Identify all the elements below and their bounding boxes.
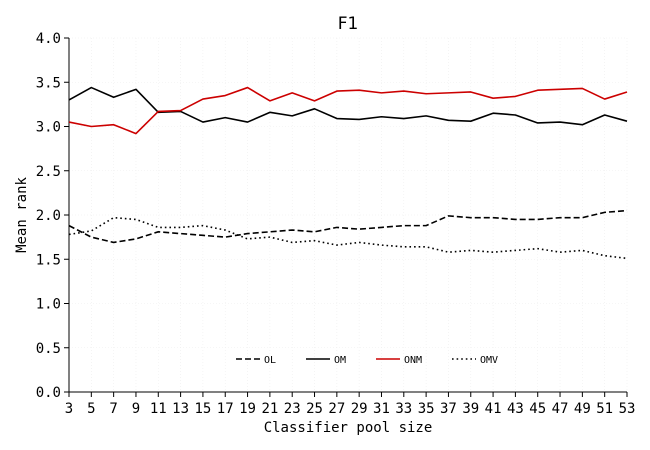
y-tick-label-4: 2.0	[36, 208, 61, 224]
x-tick-label-4: 11	[150, 401, 167, 417]
x-tick-label-11: 25	[306, 401, 323, 417]
x-tick-label-22: 47	[552, 401, 569, 417]
legend: OL OM ONM OMV	[236, 355, 498, 366]
x-tick-label-24: 51	[596, 401, 613, 417]
x-tick-label-18: 39	[462, 401, 479, 417]
x-tick-label-3: 9	[132, 401, 140, 417]
x-tick-label-10: 23	[284, 401, 301, 417]
y-tick-label-6: 3.0	[36, 120, 61, 136]
chart-title: F1	[338, 14, 359, 34]
legend-label-onm: ONM	[404, 355, 422, 366]
series-line-onm	[68, 86, 628, 135]
series-line-omv	[68, 216, 628, 260]
x-tick-label-23: 49	[574, 401, 591, 417]
y-tick-label-2: 1.0	[36, 297, 61, 313]
x-tick-label-17: 37	[440, 401, 457, 417]
y-tick-label-3: 1.5	[36, 252, 61, 268]
x-tick-label-14: 31	[373, 401, 390, 417]
y-tick-label-0: 0.0	[36, 385, 61, 401]
x-tick-label-13: 29	[351, 401, 368, 417]
x-axis-ticks: 3 5 7 9 11 13 15 17 19 21 23 25 27 29 31 33 35 37 39 41 43 45…	[65, 392, 636, 417]
x-tick-label-16: 35	[418, 401, 435, 417]
x-tick-label-0: 3	[65, 401, 73, 417]
x-tick-label-25: 53	[619, 401, 636, 417]
x-tick-label-20: 43	[507, 401, 524, 417]
legend-label-ol: OL	[264, 355, 276, 366]
x-axis-label: Classifier pool size	[264, 420, 433, 436]
legend-label-om: OM	[334, 355, 346, 366]
x-tick-label-21: 45	[529, 401, 546, 417]
x-tick-label-8: 19	[239, 401, 256, 417]
series-line-ol	[68, 209, 628, 244]
x-tick-label-6: 15	[194, 401, 211, 417]
x-tick-label-12: 27	[328, 401, 345, 417]
x-tick-label-15: 33	[395, 401, 412, 417]
x-tick-label-2: 7	[109, 401, 117, 417]
x-tick-label-1: 5	[87, 401, 95, 417]
y-axis-ticks: 0.0 0.5 1.0 1.5 2.0 2.5 3.0 3.5 4.0	[36, 31, 69, 401]
x-tick-label-7: 17	[217, 401, 234, 417]
legend-label-omv: OMV	[480, 355, 498, 366]
y-tick-label-5: 2.5	[36, 164, 61, 180]
series-lines	[68, 86, 628, 260]
series-line-om	[68, 86, 628, 126]
x-tick-label-5: 13	[172, 401, 189, 417]
y-tick-label-1: 0.5	[36, 341, 61, 357]
y-tick-label-7: 3.5	[36, 75, 61, 91]
x-tick-label-9: 21	[261, 401, 278, 417]
y-tick-label-8: 4.0	[36, 31, 61, 47]
y-axis-label: Mean rank	[14, 177, 30, 253]
x-tick-label-19: 41	[485, 401, 502, 417]
